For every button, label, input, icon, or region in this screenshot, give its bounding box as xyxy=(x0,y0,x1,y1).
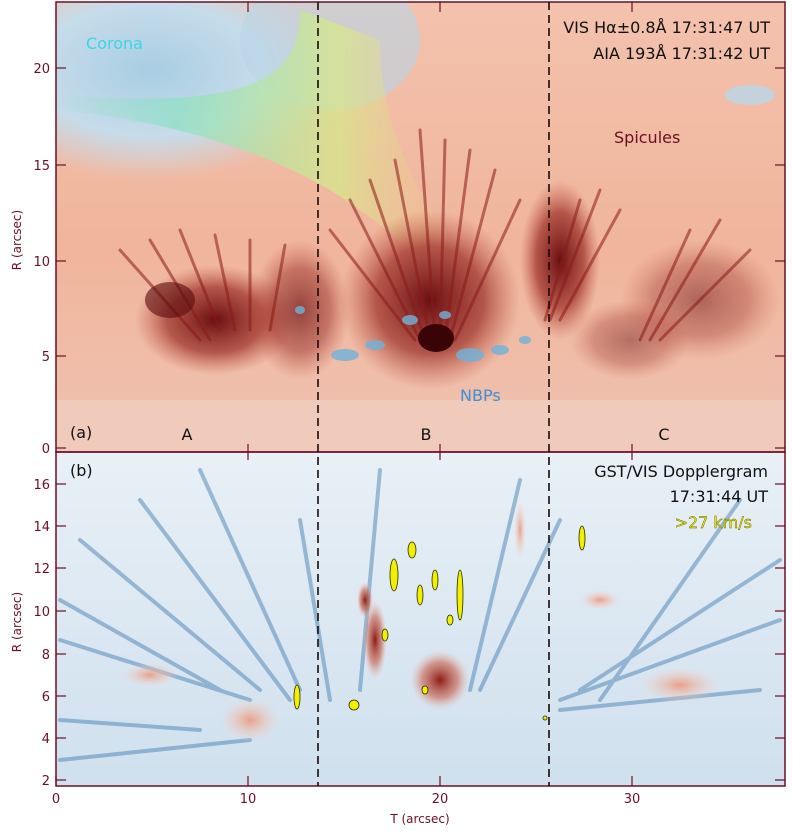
b-ytick-14: 14 xyxy=(33,520,50,535)
b-ytick-2: 2 xyxy=(42,774,50,789)
region-label-a: A xyxy=(182,425,193,444)
a-ytick-15: 15 xyxy=(33,159,50,174)
b-ytick-8: 8 xyxy=(42,648,50,663)
panel-b-y-axis-title: R (arcsec) xyxy=(10,592,24,652)
xtick-0: 0 xyxy=(52,792,60,807)
region-label-b: B xyxy=(421,425,432,444)
panel-a-y-ticks xyxy=(56,67,785,449)
b-ytick-6: 6 xyxy=(42,690,50,705)
panel-b-frame xyxy=(55,451,786,787)
panel-a-instrument-line1: VIS Hα±0.8Å 17:31:47 UT xyxy=(563,18,770,37)
a-ytick-5: 5 xyxy=(42,350,50,365)
region-label-c: C xyxy=(658,425,669,444)
panel-b-title-line1: GST/VIS Dopplergram xyxy=(594,462,768,481)
x-axis-title: T (arcsec) xyxy=(389,812,449,826)
a-ytick-10: 10 xyxy=(33,255,50,270)
b-ytick-12: 12 xyxy=(33,562,50,577)
b-ytick-16: 16 xyxy=(33,478,50,493)
xtick-20: 20 xyxy=(432,792,449,807)
panel-b-y-ticks xyxy=(56,483,785,781)
threshold-label: >27 km/s xyxy=(675,513,752,532)
b-ytick-4: 4 xyxy=(42,732,50,747)
xtick-10: 10 xyxy=(240,792,257,807)
panel-a-instrument-line2: AIA 193Å 17:31:42 UT xyxy=(593,44,770,63)
corona-label: Corona xyxy=(86,34,143,53)
panel-b-title-line2: 17:31:44 UT xyxy=(670,487,769,506)
panel-a-image xyxy=(56,2,785,452)
a-ytick-0: 0 xyxy=(42,442,50,457)
panel-b-label: (b) xyxy=(70,461,93,480)
panel-a-y-axis-title: R (arcsec) xyxy=(10,210,24,270)
xtick-30: 30 xyxy=(624,792,641,807)
panel-b-image xyxy=(56,452,785,786)
x-ticks xyxy=(55,2,633,786)
nbps-label: NBPs xyxy=(460,386,501,405)
b-ytick-10: 10 xyxy=(33,605,50,620)
spicules-label: Spicules xyxy=(614,128,680,147)
a-ytick-20: 20 xyxy=(33,62,50,77)
panel-a-label: (a) xyxy=(70,423,92,442)
